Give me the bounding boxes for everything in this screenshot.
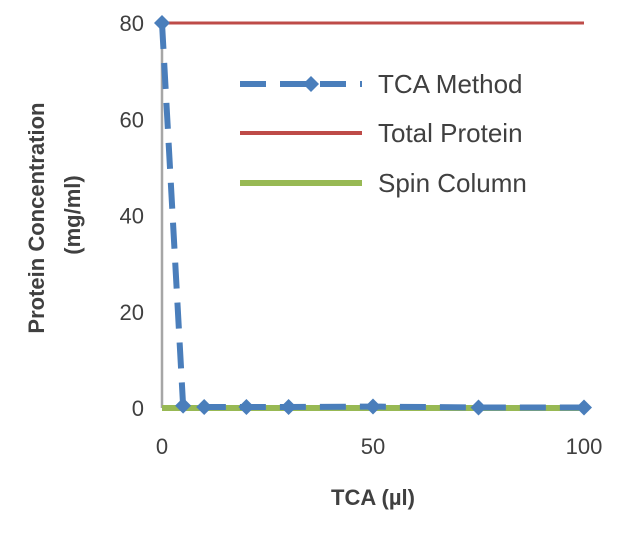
y-axis-title-line-2: (mg/ml) bbox=[60, 175, 85, 254]
legend-tca-method-label: TCA Method bbox=[378, 69, 523, 99]
tca-method-point bbox=[576, 399, 592, 416]
tca-method-point bbox=[154, 15, 170, 31]
legend-spin-column-label: Spin Column bbox=[378, 168, 527, 198]
y-axis-title-line-1: Protein Concentration bbox=[24, 103, 49, 334]
y-tick-label: 0 bbox=[132, 396, 144, 421]
y-tick-label: 20 bbox=[120, 300, 144, 325]
tca-method-point bbox=[196, 399, 213, 416]
tca-method-point bbox=[365, 398, 381, 415]
tca-method-point bbox=[238, 399, 255, 416]
x-axis-title: TCA (µl) bbox=[331, 485, 415, 510]
y-tick-label: 80 bbox=[120, 11, 144, 36]
x-tick-label: 0 bbox=[156, 434, 168, 459]
tick-labels: 0 20 40 60 80 0 50 100 bbox=[120, 11, 603, 459]
y-tick-label: 40 bbox=[120, 204, 144, 229]
x-tick-label: 50 bbox=[361, 434, 385, 459]
tca-method-point bbox=[470, 399, 487, 416]
tca-method-point bbox=[175, 397, 192, 414]
y-tick-label: 60 bbox=[120, 107, 144, 132]
legend-total-protein-label: Total Protein bbox=[378, 118, 523, 148]
legend: TCA Method Total Protein Spin Column bbox=[240, 69, 527, 198]
legend-tca-method-marker bbox=[303, 76, 319, 92]
tca-method-point bbox=[280, 399, 297, 416]
x-tick-label: 100 bbox=[566, 434, 603, 459]
series-layer bbox=[154, 15, 592, 416]
y-axis-title: Protein Concentration (mg/ml) bbox=[24, 96, 85, 333]
tca-method-line bbox=[159, 22, 584, 411]
